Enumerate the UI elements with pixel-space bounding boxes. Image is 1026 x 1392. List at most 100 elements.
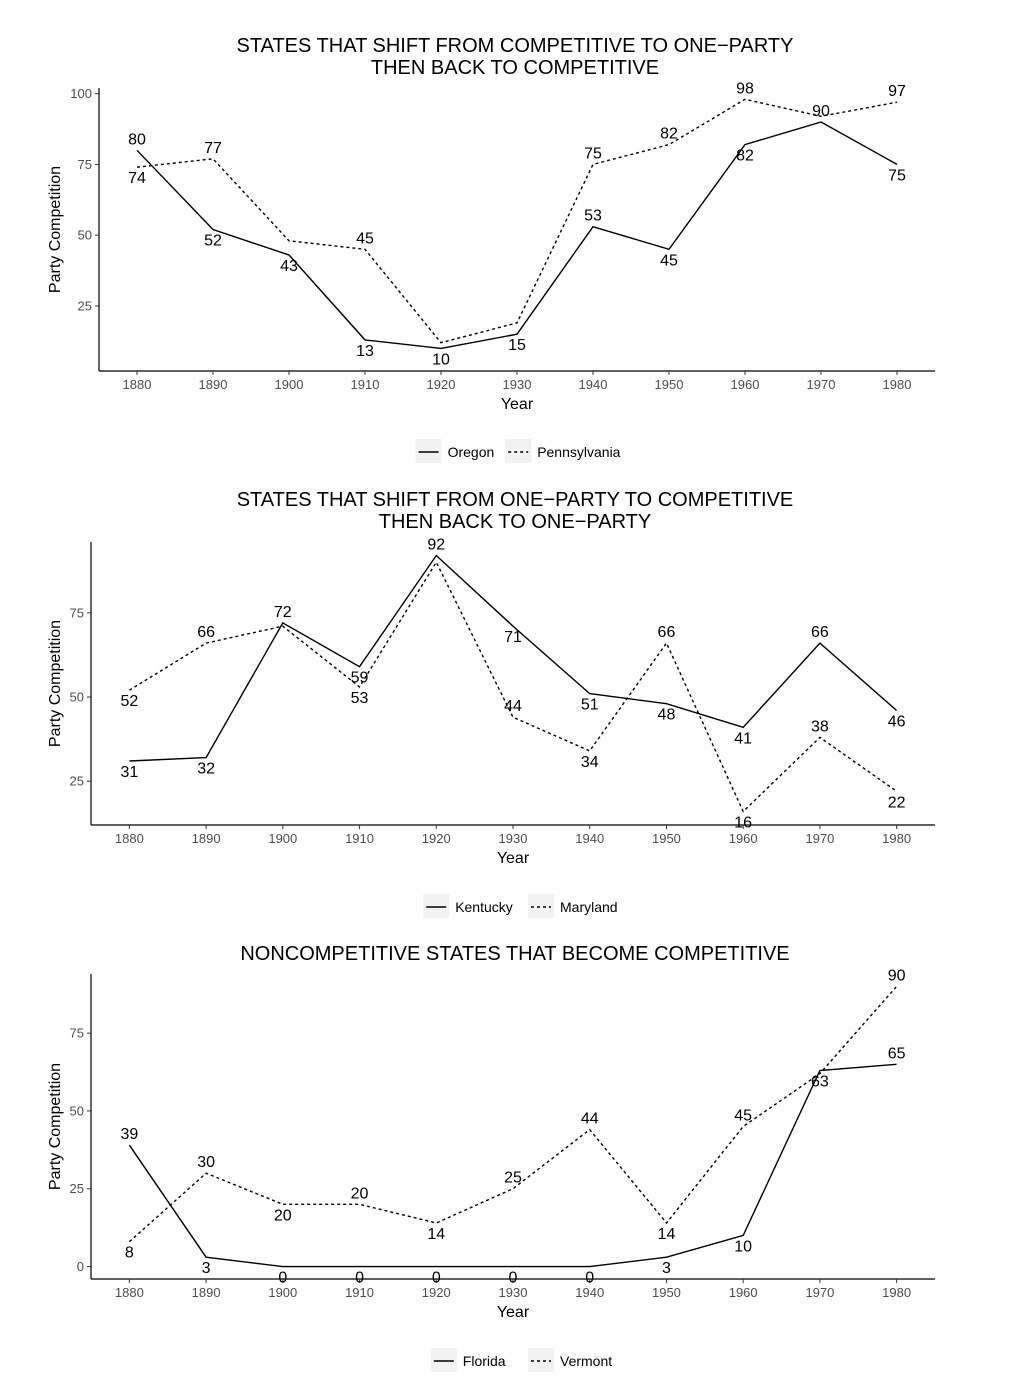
x-tick-label: 1980 xyxy=(882,831,911,846)
data-label-kentucky: 31 xyxy=(120,764,138,781)
chart-panel-3: NONCOMPETITIVE STATES THAT BECOME COMPET… xyxy=(47,943,935,1372)
series-line-vermont xyxy=(128,985,898,1243)
legend: Kentucky Maryland xyxy=(423,894,618,918)
data-label-maryland: 53 xyxy=(351,690,369,707)
x-axis-title: Year xyxy=(497,1304,530,1321)
x-tick-label: 1930 xyxy=(499,1285,528,1300)
data-label-kentucky: 66 xyxy=(811,624,829,641)
x-tick-label: 1880 xyxy=(115,1285,144,1300)
chart-panel-2: STATES THAT SHIFT FROM ONE−PARTY TO COMP… xyxy=(47,489,935,918)
data-label-oregon: 80 xyxy=(128,131,146,148)
data-label-oregon: 13 xyxy=(356,343,374,360)
y-tick-label: 50 xyxy=(70,1103,84,1118)
series-line-kentucky xyxy=(129,554,898,762)
data-label-kentucky: 72 xyxy=(274,604,292,621)
data-label-kentucky: 48 xyxy=(658,707,676,724)
x-tick-label: 1880 xyxy=(123,377,152,392)
data-label-kentucky: 51 xyxy=(581,697,599,714)
x-tick-label: 1920 xyxy=(427,377,456,392)
data-label-pennsylvania: 45 xyxy=(356,230,374,247)
x-tick-label: 1980 xyxy=(882,1285,911,1300)
chart-title: STATES THAT SHIFT FROM COMPETITIVE TO ON… xyxy=(237,35,794,57)
x-tick-label: 1920 xyxy=(422,831,451,846)
data-label-florida: 39 xyxy=(120,1126,138,1143)
data-label-pennsylvania: 75 xyxy=(584,145,602,162)
x-tick-label: 1930 xyxy=(503,377,532,392)
data-label-kentucky: 32 xyxy=(197,761,215,778)
y-tick-label: 100 xyxy=(70,86,92,101)
x-tick-label: 1960 xyxy=(729,1285,758,1300)
data-label-florida: 0 xyxy=(355,1270,364,1287)
y-tick-label: 50 xyxy=(78,228,92,243)
data-label-florida: 63 xyxy=(811,1073,829,1090)
data-label-pennsylvania: 97 xyxy=(888,83,906,100)
x-tick-label: 1910 xyxy=(345,1285,374,1300)
y-axis-title: Party Competition xyxy=(47,620,64,747)
x-tick-label: 1900 xyxy=(275,377,304,392)
x-axis-title: Year xyxy=(497,850,530,867)
data-label-oregon: 52 xyxy=(204,233,222,250)
legend-label-vermont: Vermont xyxy=(560,1353,612,1369)
legend-key-bg xyxy=(423,894,450,918)
data-label-vermont: 20 xyxy=(351,1185,369,1202)
legend-key-bg xyxy=(528,894,554,918)
data-label-vermont: 8 xyxy=(125,1245,134,1262)
data-label-vermont: 30 xyxy=(197,1154,215,1171)
legend-key-bg xyxy=(505,439,532,463)
y-tick-label: 75 xyxy=(70,605,84,620)
legend-key-bg xyxy=(528,1348,554,1372)
x-tick-label: 1970 xyxy=(805,1285,834,1300)
y-tick-label: 75 xyxy=(70,1026,84,1041)
data-label-maryland: 16 xyxy=(734,815,752,832)
x-tick-label: 1960 xyxy=(729,831,758,846)
series-line-pennsylvania xyxy=(136,98,898,344)
y-tick-label: 75 xyxy=(78,157,92,172)
x-tick-label: 1970 xyxy=(807,377,836,392)
data-label-oregon: 90 xyxy=(812,103,830,120)
data-label-maryland: 52 xyxy=(120,693,138,710)
series-line-florida xyxy=(128,1063,897,1268)
data-label-vermont: 14 xyxy=(427,1226,445,1243)
legend-label-pennsylvania: Pennsylvania xyxy=(537,444,620,460)
legend: Florida Vermont xyxy=(430,1348,612,1372)
data-label-oregon: 15 xyxy=(508,337,526,354)
y-axis-title: Party Competition xyxy=(47,166,64,293)
x-tick-label: 1890 xyxy=(192,831,221,846)
data-label-maryland: 66 xyxy=(658,624,676,641)
chart-title: NONCOMPETITIVE STATES THAT BECOME COMPET… xyxy=(240,943,789,965)
y-tick-label: 50 xyxy=(70,689,84,704)
chart-title: THEN BACK TO ONE−PARTY xyxy=(379,511,651,533)
data-label-pennsylvania: 77 xyxy=(204,140,222,157)
data-label-oregon: 10 xyxy=(432,351,450,368)
chart-title: STATES THAT SHIFT FROM ONE−PARTY TO COMP… xyxy=(237,489,794,511)
x-tick-label: 1880 xyxy=(115,831,144,846)
data-label-florida: 10 xyxy=(734,1238,752,1255)
x-tick-label: 1980 xyxy=(883,377,912,392)
y-tick-label: 25 xyxy=(70,1181,84,1196)
y-tick-label: 25 xyxy=(78,298,92,313)
x-tick-label: 1960 xyxy=(731,377,760,392)
data-label-kentucky: 41 xyxy=(734,730,752,747)
x-tick-label: 1940 xyxy=(579,377,608,392)
chart-title: THEN BACK TO COMPETITIVE xyxy=(371,57,659,79)
data-label-oregon: 53 xyxy=(584,208,602,225)
data-label-florida: 0 xyxy=(509,1270,518,1287)
legend-label-maryland: Maryland xyxy=(560,899,618,915)
x-tick-label: 1930 xyxy=(499,831,528,846)
legend-key-bg xyxy=(415,439,442,463)
legend-label-kentucky: Kentucky xyxy=(455,899,513,915)
data-label-oregon: 75 xyxy=(888,167,906,184)
data-label-vermont: 14 xyxy=(658,1226,676,1243)
data-label-vermont: 44 xyxy=(581,1111,599,1128)
data-label-vermont: 90 xyxy=(888,967,906,984)
x-tick-label: 1950 xyxy=(652,1285,681,1300)
data-label-maryland: 22 xyxy=(888,794,906,811)
x-tick-label: 1920 xyxy=(422,1285,451,1300)
series-line-maryland xyxy=(129,560,898,813)
data-label-florida: 0 xyxy=(278,1270,287,1287)
data-label-vermont: 25 xyxy=(504,1170,522,1187)
y-axis-title: Party Competition xyxy=(47,1063,64,1190)
data-label-vermont: 20 xyxy=(274,1207,292,1224)
x-tick-label: 1890 xyxy=(199,377,228,392)
